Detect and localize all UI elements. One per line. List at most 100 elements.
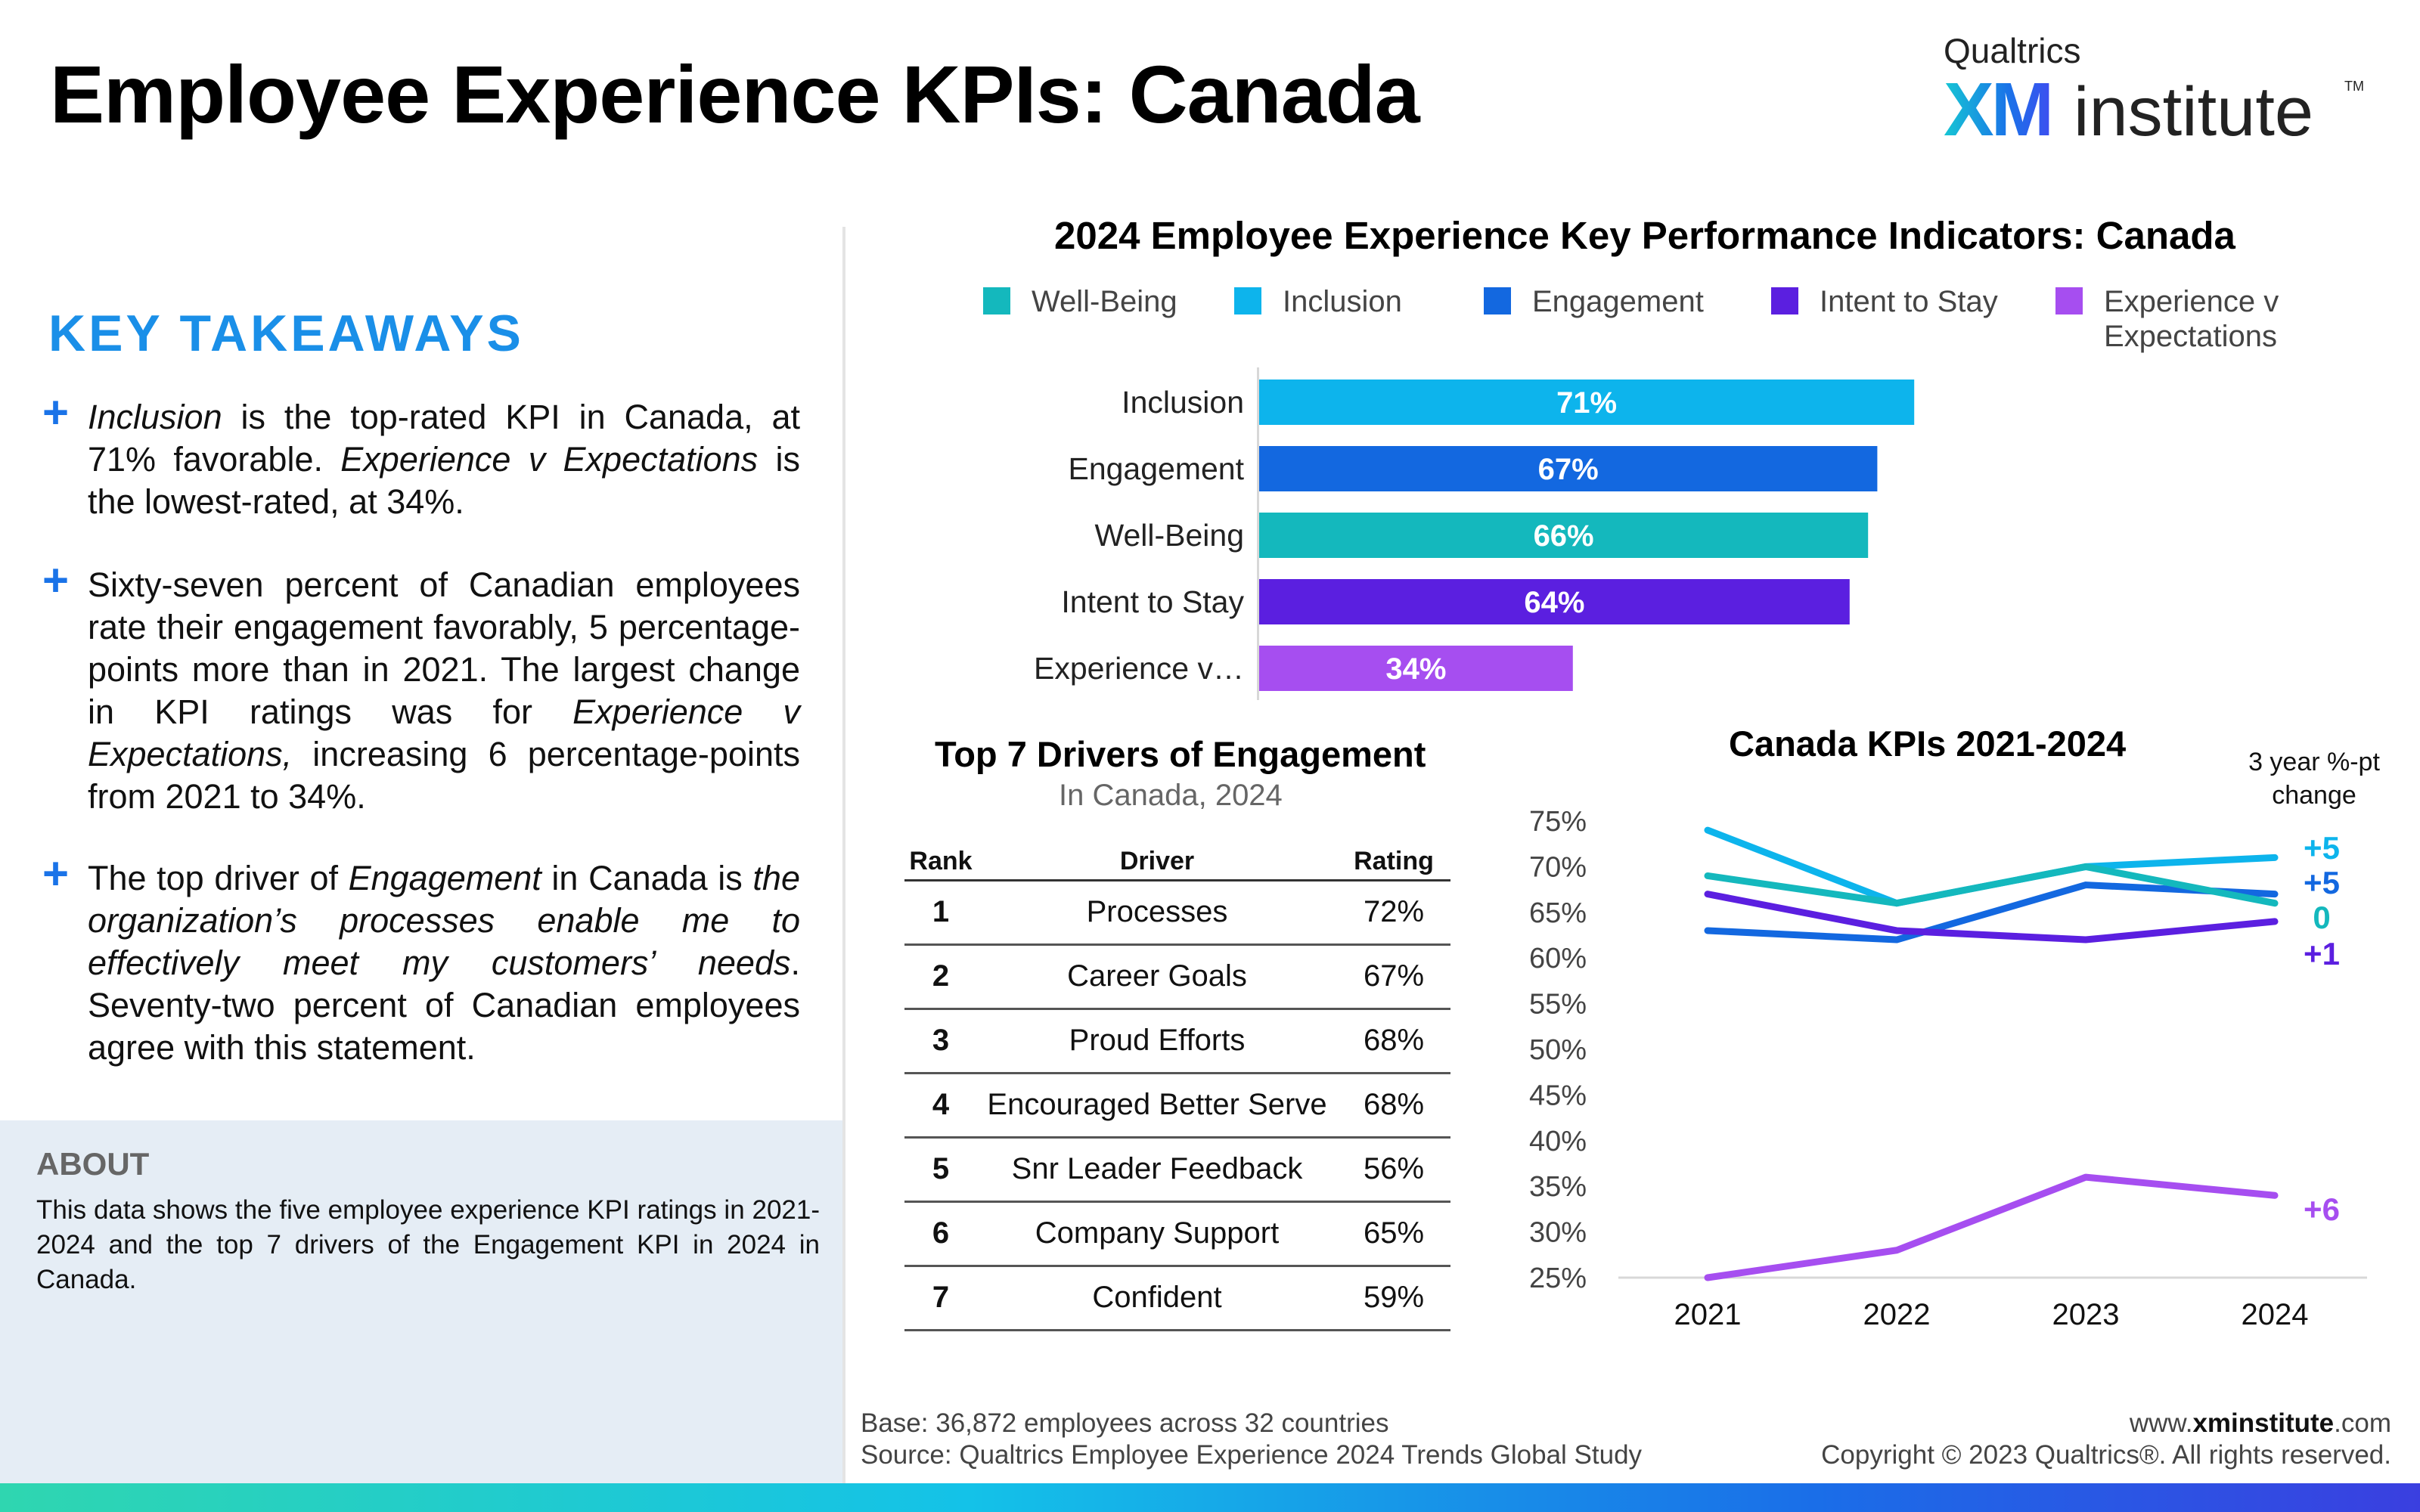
column-header-rating: Rating bbox=[1337, 844, 1450, 881]
table-row: 7 Confident 59% bbox=[904, 1266, 1450, 1331]
column-header-rank: Rank bbox=[904, 844, 977, 881]
bar-category-label: Well-Being bbox=[1095, 518, 1245, 553]
legend-label: Intent to Stay bbox=[1820, 285, 1998, 318]
takeaway-run: increasing 6 percentage-points from 2021… bbox=[88, 735, 800, 816]
cell-rating: 72% bbox=[1337, 880, 1450, 946]
logo-qualtrics-text: Qualtrics bbox=[1944, 31, 2081, 70]
bar-chart-legend: Well-Being Inclusion Engagement Intent t… bbox=[983, 284, 2344, 360]
cell-rating: 65% bbox=[1337, 1201, 1450, 1267]
legend-label: Experience v Expectations bbox=[2104, 285, 2279, 353]
takeaway-text: Inclusion is the top-rated KPI in Canada… bbox=[88, 396, 800, 523]
key-takeaways-heading: KEY TAKEAWAYS bbox=[48, 305, 524, 362]
takeaway-run: The top driver of bbox=[88, 859, 349, 897]
bar-value-label: 64% bbox=[1524, 586, 1584, 619]
y-tick-label: 75% bbox=[1529, 806, 1587, 838]
cell-driver: Processes bbox=[977, 880, 1337, 946]
bar bbox=[1259, 579, 1850, 624]
x-tick-label: 2021 bbox=[1674, 1298, 1742, 1331]
y-tick-label: 40% bbox=[1529, 1126, 1587, 1157]
change-column-label: 3 year %-pt change bbox=[2248, 748, 2380, 810]
cell-rating: 56% bbox=[1337, 1137, 1450, 1203]
bar-chart-axis bbox=[1257, 367, 1259, 700]
about-heading: ABOUT bbox=[36, 1146, 150, 1182]
drivers-table: Rank Driver Rating 1 Processes 72% 2 Career … bbox=[904, 844, 1450, 1331]
y-tick-label: 65% bbox=[1529, 897, 1587, 929]
takeaway-emphasis: the organization’s processes enable me t… bbox=[88, 859, 800, 982]
footer-base-text: Base: 36,872 employees across 32 countri… bbox=[861, 1408, 1389, 1438]
takeaway-text: Sixty-seven percent of Canadian employee… bbox=[88, 564, 800, 818]
table-row: 4 Encouraged Better Serve 68% bbox=[904, 1073, 1450, 1139]
x-tick-label: 2022 bbox=[1863, 1298, 1931, 1331]
legend-label: Engagement bbox=[1532, 285, 1704, 318]
cell-driver: Company Support bbox=[977, 1201, 1337, 1267]
takeaway-item-3: + The top driver of Engagement in Canada… bbox=[42, 851, 800, 1069]
cell-driver: Proud Efforts bbox=[977, 1009, 1337, 1074]
logo-xm-text: XM bbox=[1944, 67, 2054, 152]
xm-institute-logo: Qualtrics XM institute TM bbox=[1944, 30, 2367, 152]
series-change-label: 0 bbox=[2313, 900, 2330, 935]
takeaway-item-1: + Inclusion is the top-rated KPI in Cana… bbox=[42, 390, 800, 523]
plus-icon: + bbox=[42, 848, 70, 899]
y-tick-label: 60% bbox=[1529, 943, 1587, 974]
column-divider bbox=[842, 227, 845, 1512]
x-tick-label: 2023 bbox=[2052, 1298, 2120, 1331]
footer-source: Base: 36,872 employees across 32 countri… bbox=[861, 1408, 1642, 1471]
legend-item-engagement: Engagement bbox=[1484, 284, 1704, 319]
bar-chart: Inclusion 71% Engagement 67% Well-Being 66% In… bbox=[1034, 380, 1915, 691]
legend-item-intent-to-stay: Intent to Stay bbox=[1771, 284, 1998, 319]
cell-driver: Snr Leader Feedback bbox=[977, 1137, 1337, 1203]
series-change-label: +5 bbox=[2304, 830, 2340, 866]
about-panel bbox=[0, 1120, 842, 1512]
table-header-row: Rank Driver Rating bbox=[904, 844, 1450, 881]
bar-category-label: Inclusion bbox=[1122, 385, 1244, 420]
footer-credits: www.xminstitute.com Copyright © 2023 Qua… bbox=[1821, 1408, 2391, 1471]
logo-institute-text: institute bbox=[2074, 73, 2314, 150]
bar-category-label: Experience v… bbox=[1034, 651, 1244, 686]
cell-rating: 68% bbox=[1337, 1073, 1450, 1139]
cell-rank: 3 bbox=[904, 1009, 977, 1074]
cell-driver: Encouraged Better Serve bbox=[977, 1073, 1337, 1139]
legend-item-inclusion: Inclusion bbox=[1234, 284, 1402, 319]
url-prefix: www. bbox=[2129, 1408, 2193, 1438]
series-change-label: +6 bbox=[2304, 1191, 2340, 1227]
takeaway-run: in Canada is bbox=[541, 859, 753, 897]
y-tick-label: 55% bbox=[1529, 989, 1587, 1021]
legend-swatch bbox=[1484, 287, 1511, 314]
legend-swatch bbox=[1771, 287, 1798, 314]
table-row: 6 Company Support 65% bbox=[904, 1201, 1450, 1267]
legend-swatch bbox=[983, 287, 1010, 314]
bar-value-label: 66% bbox=[1534, 519, 1594, 553]
cell-rating: 68% bbox=[1337, 1009, 1450, 1074]
bar-category-label: Engagement bbox=[1068, 451, 1244, 486]
y-tick-label: 50% bbox=[1529, 1034, 1587, 1066]
bar bbox=[1259, 646, 1573, 691]
legend-swatch bbox=[1234, 287, 1261, 314]
cell-driver: Career Goals bbox=[977, 944, 1337, 1010]
legend-item-experience: Experience v Expectations bbox=[2055, 284, 2346, 354]
logo-tm-text: TM bbox=[2344, 79, 2364, 94]
footer-website-link[interactable]: www.xminstitute.com bbox=[1821, 1408, 2391, 1439]
plus-icon: + bbox=[42, 555, 70, 606]
cell-rating: 59% bbox=[1337, 1266, 1450, 1331]
legend-item-well-being: Well-Being bbox=[983, 284, 1177, 319]
gradient-footer-bar bbox=[0, 1483, 2420, 1512]
footer-source-text: Source: Qualtrics Employee Experience 20… bbox=[861, 1440, 1643, 1470]
line-chart-title: Canada KPIs 2021-2024 bbox=[1729, 723, 2127, 764]
url-domain: xminstitute bbox=[2192, 1408, 2335, 1438]
y-tick-label: 45% bbox=[1529, 1080, 1587, 1111]
cell-rank: 1 bbox=[904, 880, 977, 946]
bar-value-label: 34% bbox=[1385, 652, 1446, 686]
drivers-table-subtitle: In Canada, 2024 bbox=[1059, 779, 1283, 812]
takeaway-emphasis: Engagement bbox=[348, 859, 541, 897]
cell-rank: 7 bbox=[904, 1266, 977, 1331]
table-row: 5 Snr Leader Feedback 56% bbox=[904, 1137, 1450, 1203]
takeaway-emphasis: Experience v Expectations bbox=[340, 440, 759, 479]
bar bbox=[1259, 446, 1878, 491]
takeaway-emphasis: Inclusion bbox=[88, 398, 222, 436]
y-tick-label: 70% bbox=[1529, 851, 1587, 883]
cell-rank: 6 bbox=[904, 1201, 977, 1267]
takeaway-run: Sixty-seven percent of Canadian employee… bbox=[88, 565, 800, 731]
legend-label: Inclusion bbox=[1283, 285, 1402, 318]
bar-value-label: 67% bbox=[1538, 453, 1599, 486]
series-line bbox=[1704, 881, 2279, 943]
